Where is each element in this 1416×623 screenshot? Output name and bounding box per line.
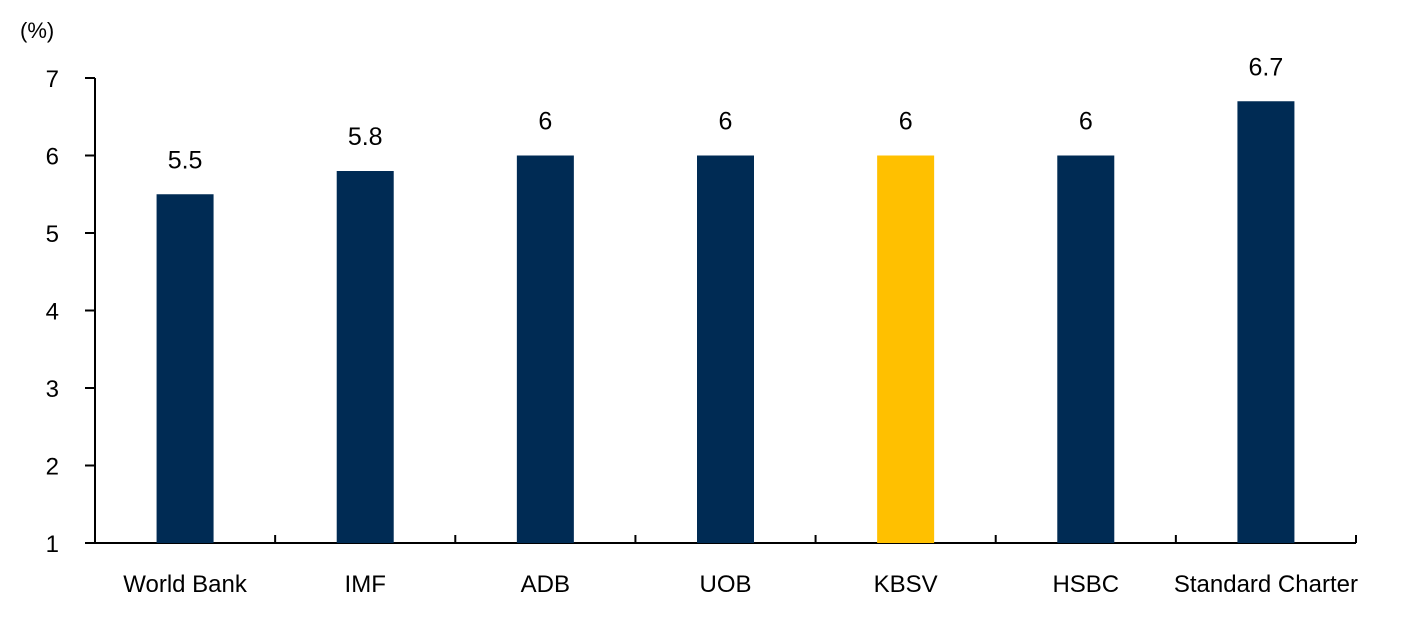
y-tick-label: 5 (46, 221, 59, 248)
data-label: 6 (719, 108, 733, 136)
x-category-label: KBSV (874, 571, 938, 598)
bars (156, 101, 1295, 543)
bar-hsbc (1057, 155, 1115, 543)
bar-imf (336, 171, 394, 543)
x-category-label: UOB (699, 571, 751, 598)
x-category-label: HSBC (1052, 571, 1119, 598)
data-label: 5.5 (168, 146, 203, 174)
data-label: 6 (538, 108, 552, 136)
bar-adb (516, 155, 574, 543)
y-tick-label: 6 (46, 144, 59, 171)
bar-kbsv (877, 155, 935, 543)
x-category-label: World Bank (123, 571, 248, 598)
y-tick-label: 1 (46, 531, 59, 558)
y-tick-label: 3 (46, 376, 59, 403)
data-label: 6 (1079, 108, 1093, 136)
data-labels: 5.5 5.8 6 6 6 6 6.7 (168, 53, 1284, 174)
y-axis-unit-label: (%) (20, 18, 54, 43)
x-category-label: ADB (521, 571, 570, 598)
data-label: 6 (899, 108, 913, 136)
data-label: 6.7 (1249, 53, 1284, 81)
bar-world-bank (156, 194, 214, 543)
y-tick-label: 4 (46, 299, 59, 326)
bar-uob (697, 155, 754, 543)
y-axis: 1 2 3 4 5 6 7 (46, 66, 96, 558)
bar-standard-charter (1237, 101, 1295, 543)
data-label: 5.8 (348, 123, 383, 151)
x-axis: World Bank IMF ADB UOB KBSV HSBC Standard Char… (94, 535, 1358, 598)
y-tick-label: 7 (46, 66, 59, 93)
y-tick-label: 2 (46, 454, 59, 481)
x-category-label: Standard Charter (1174, 571, 1358, 598)
x-category-label: IMF (345, 571, 386, 598)
